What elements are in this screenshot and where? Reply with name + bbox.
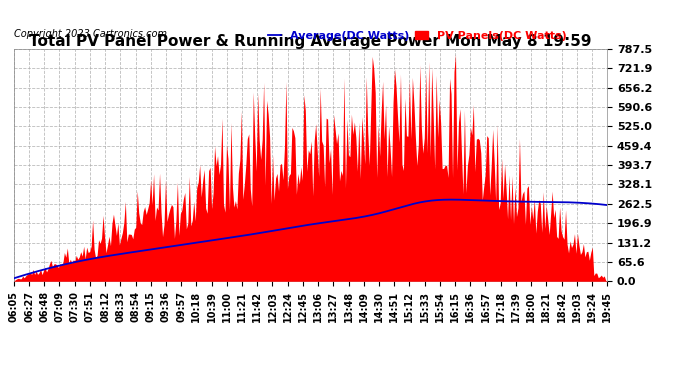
Text: Copyright 2023 Cartronics.com: Copyright 2023 Cartronics.com — [14, 30, 167, 39]
Legend: Average(DC Watts), PV Panels(DC Watts): Average(DC Watts), PV Panels(DC Watts) — [264, 26, 571, 45]
Title: Total PV Panel Power & Running Average Power Mon May 8 19:59: Total PV Panel Power & Running Average P… — [29, 34, 592, 49]
